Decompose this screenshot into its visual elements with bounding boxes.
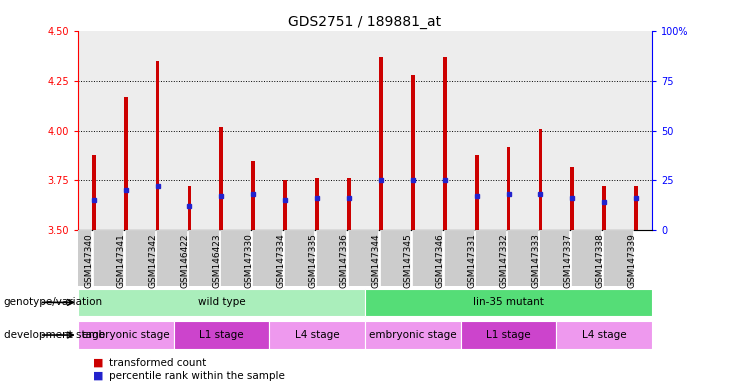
Bar <box>347 179 351 230</box>
Text: L4 stage: L4 stage <box>295 330 339 340</box>
Bar <box>284 230 314 286</box>
Text: GSM147334: GSM147334 <box>276 233 285 288</box>
Bar <box>173 321 269 349</box>
Text: GSM147337: GSM147337 <box>563 233 572 288</box>
Text: GSM147346: GSM147346 <box>436 233 445 288</box>
Bar <box>634 187 638 230</box>
Bar <box>93 230 123 286</box>
Bar <box>205 31 237 230</box>
Bar <box>365 31 397 230</box>
Bar <box>124 97 127 230</box>
Text: GSM147336: GSM147336 <box>340 233 349 288</box>
Bar <box>444 230 473 286</box>
Text: ■: ■ <box>93 371 103 381</box>
Bar <box>475 154 479 230</box>
Text: GSM147335: GSM147335 <box>308 233 317 288</box>
Text: GSM147342: GSM147342 <box>148 233 158 288</box>
Bar <box>173 31 205 230</box>
Text: GSM147339: GSM147339 <box>627 233 636 288</box>
Text: GSM147340: GSM147340 <box>84 233 94 288</box>
Text: wild type: wild type <box>198 297 245 308</box>
Bar <box>412 230 442 286</box>
Bar <box>269 31 301 230</box>
Bar <box>365 289 652 316</box>
Text: embryonic stage: embryonic stage <box>369 330 456 340</box>
Text: GSM147330: GSM147330 <box>245 233 253 288</box>
Text: lin-35 mutant: lin-35 mutant <box>473 297 544 308</box>
Text: GSM147344: GSM147344 <box>372 233 381 288</box>
Text: GSM147332: GSM147332 <box>499 233 508 288</box>
Bar <box>269 321 365 349</box>
Text: GSM147338: GSM147338 <box>595 233 604 288</box>
Bar <box>61 230 91 286</box>
Bar <box>571 167 574 230</box>
Bar <box>251 161 255 230</box>
Bar <box>476 230 505 286</box>
Bar <box>78 321 173 349</box>
Text: GSM147333: GSM147333 <box>531 233 540 288</box>
Bar <box>539 129 542 230</box>
Bar <box>461 321 556 349</box>
Text: L1 stage: L1 stage <box>486 330 531 340</box>
Bar <box>220 230 250 286</box>
Bar <box>219 127 223 230</box>
Bar <box>620 31 652 230</box>
Text: GSM147331: GSM147331 <box>468 233 476 288</box>
Text: L1 stage: L1 stage <box>199 330 244 340</box>
Bar <box>507 147 511 230</box>
Text: GSM146423: GSM146423 <box>213 233 222 288</box>
Bar <box>301 31 333 230</box>
Bar <box>315 179 319 230</box>
Bar <box>142 31 173 230</box>
Bar <box>78 31 110 230</box>
Bar <box>443 57 447 230</box>
Bar <box>237 31 269 230</box>
Bar <box>156 61 159 230</box>
Bar <box>539 230 569 286</box>
Text: percentile rank within the sample: percentile rank within the sample <box>109 371 285 381</box>
Text: transformed count: transformed count <box>109 358 206 368</box>
Bar <box>188 230 219 286</box>
Bar <box>252 230 282 286</box>
Bar <box>348 230 378 286</box>
Bar <box>556 321 652 349</box>
Bar <box>411 74 415 230</box>
Bar <box>461 31 493 230</box>
Bar <box>110 31 142 230</box>
Bar <box>379 230 410 286</box>
Bar <box>156 230 187 286</box>
Text: embryonic stage: embryonic stage <box>82 330 170 340</box>
Bar <box>124 230 155 286</box>
Bar <box>493 31 525 230</box>
Bar <box>525 31 556 230</box>
Bar <box>397 31 429 230</box>
Bar <box>508 230 537 286</box>
Text: ■: ■ <box>93 358 103 368</box>
Bar <box>429 31 461 230</box>
Text: GSM147345: GSM147345 <box>404 233 413 288</box>
Text: genotype/variation: genotype/variation <box>4 297 103 308</box>
Text: L4 stage: L4 stage <box>582 330 627 340</box>
Bar <box>365 321 461 349</box>
Bar <box>379 57 383 230</box>
Bar <box>92 154 96 230</box>
Text: GSM146422: GSM146422 <box>181 233 190 288</box>
Bar <box>571 230 602 286</box>
Bar <box>603 230 634 286</box>
Bar <box>187 187 191 230</box>
Bar <box>588 31 620 230</box>
Bar <box>283 180 287 230</box>
Bar <box>316 230 346 286</box>
Text: GSM147341: GSM147341 <box>116 233 126 288</box>
Text: GDS2751 / 189881_at: GDS2751 / 189881_at <box>288 15 442 29</box>
Bar <box>556 31 588 230</box>
Bar <box>333 31 365 230</box>
Bar <box>78 289 365 316</box>
Text: development stage: development stage <box>4 330 104 340</box>
Bar <box>602 187 606 230</box>
